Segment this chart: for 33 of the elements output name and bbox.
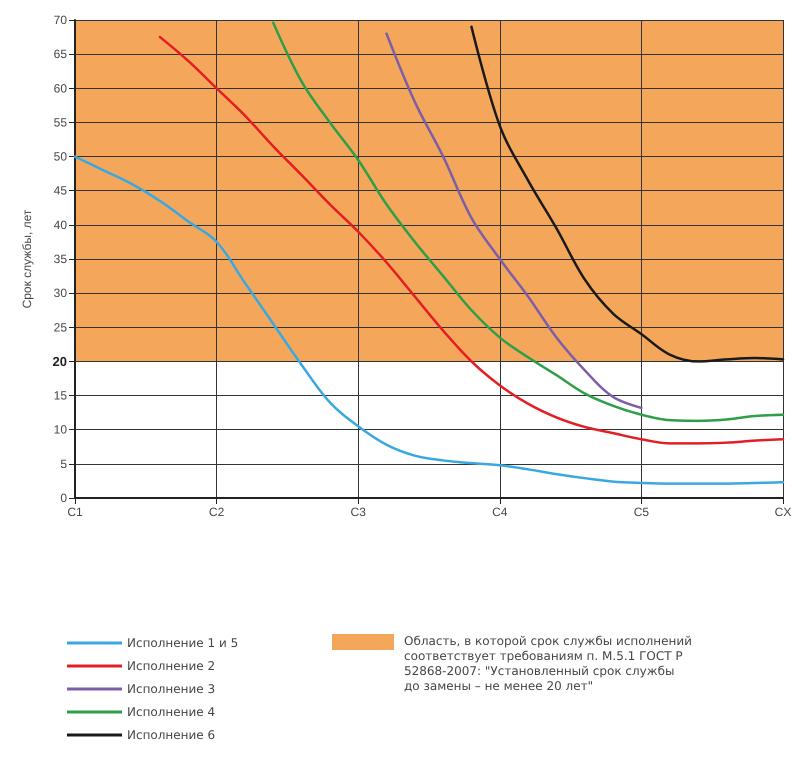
x-tick-label: C5 <box>634 505 650 519</box>
y-tick-label: 65 <box>54 47 68 62</box>
y-axis-title: Срок службы, лет <box>20 209 34 308</box>
x-tick-label: C3 <box>350 505 366 519</box>
line-series <box>470 26 784 363</box>
y-tick-label: 20 <box>52 354 67 369</box>
y-tick-label: 50 <box>54 150 68 164</box>
legend-label: Исполнение 6 <box>127 728 216 742</box>
y-tick-label: 60 <box>54 81 68 96</box>
y-tick-label: 25 <box>54 320 68 334</box>
y-tick-label: 0 <box>60 491 68 505</box>
y-tick-label: 30 <box>54 286 68 300</box>
x-tick-label: C1 <box>67 505 83 519</box>
y-tick-label: 45 <box>54 184 68 198</box>
legend-label: Исполнение 3 <box>127 682 216 696</box>
line-series <box>272 21 784 422</box>
legend-label: Исполнение 2 <box>127 659 216 673</box>
y-tick-label: 55 <box>54 115 68 130</box>
line-series <box>385 32 643 410</box>
x-tick-label: CX <box>774 505 792 519</box>
legend-label: Исполнение 4 <box>127 705 216 719</box>
x-tick-label: C2 <box>208 505 225 519</box>
y-tick-label: 15 <box>54 388 68 403</box>
y-tick-label: 5 <box>60 456 68 471</box>
line-series <box>74 155 784 485</box>
legend-label: Исполнение 1 и 5 <box>127 636 238 650</box>
y-tick-label: 35 <box>54 252 68 266</box>
line-series <box>158 36 784 445</box>
text: Область, в которой срок службы исполнений соответствует требованиям п. М.5.1 ГОСТ Р 52868-2007: "Установленный срок службы до замены – не менее 20 лет" <box>404 634 692 694</box>
x-tick-label: C4 <box>492 505 508 519</box>
y-tick-label: 10 <box>54 422 68 437</box>
y-tick-label: 40 <box>54 218 68 232</box>
y-tick-label: 70 <box>54 13 68 27</box>
